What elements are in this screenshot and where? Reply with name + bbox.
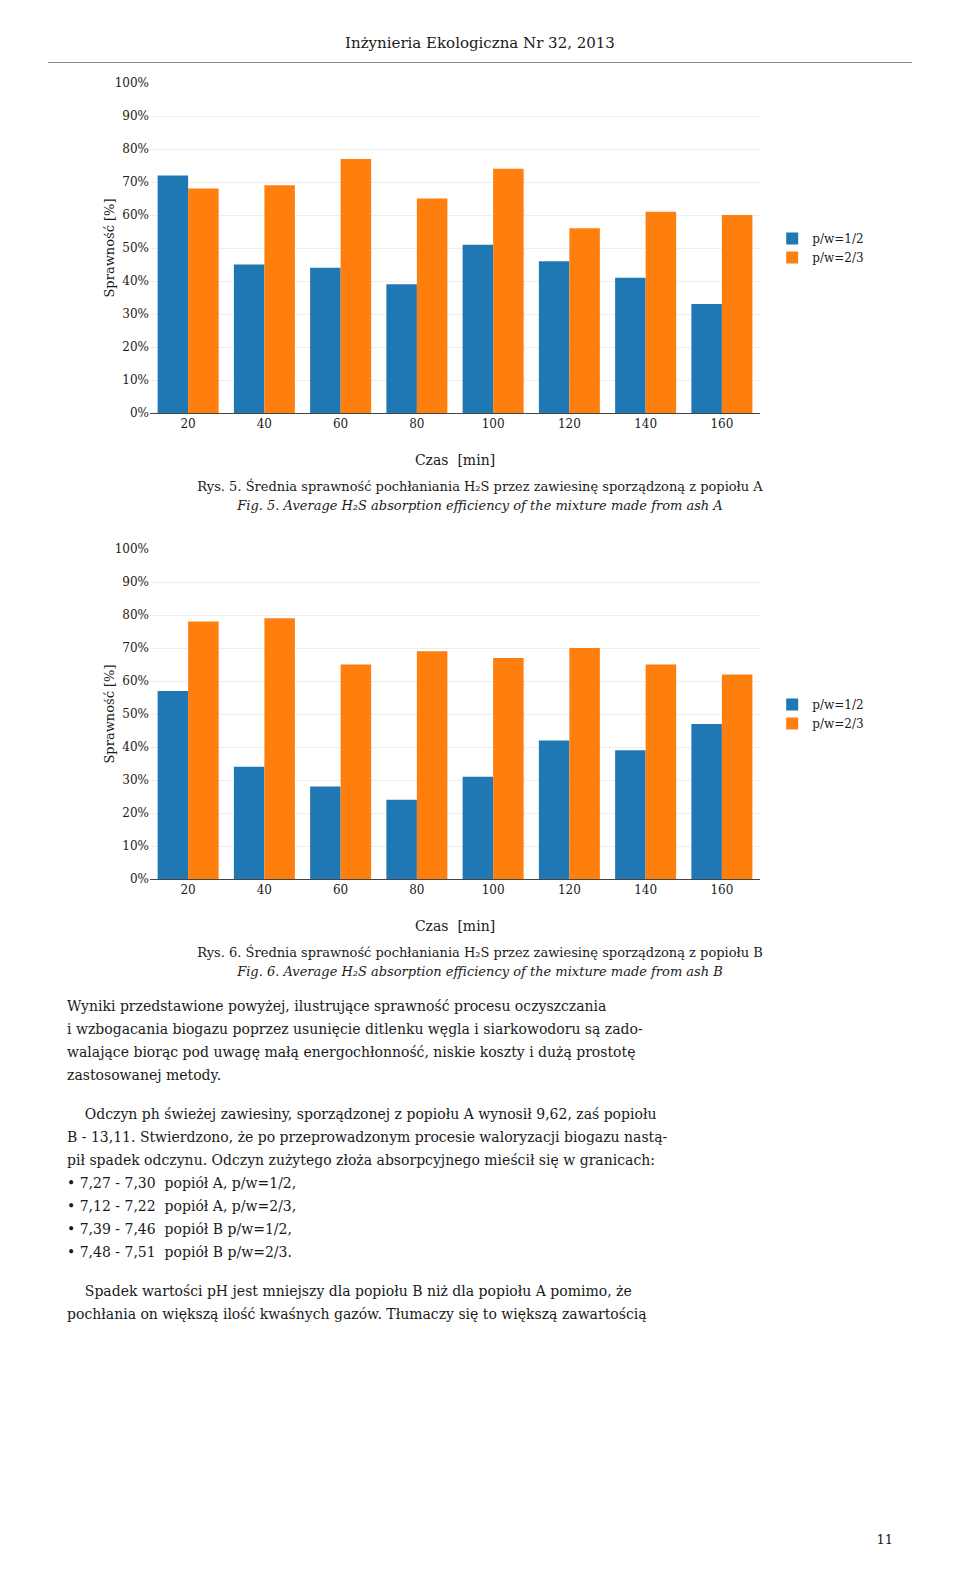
svg-text:160: 160	[710, 417, 733, 431]
svg-text:100: 100	[482, 417, 505, 431]
html-text:i wzbogacania biogazu poprzez: i wzbogacania biogazu poprzez usunięcie …	[67, 1021, 643, 1037]
svg-text:10%: 10%	[122, 839, 149, 853]
html-text:walające biorąc pod uwagę małą: walające biorąc pod uwagę małą energochł…	[67, 1044, 636, 1060]
svg-text:Czas [min]: Czas [min]	[415, 918, 495, 934]
svg-text:30%: 30%	[122, 773, 149, 787]
svg-text:Czas [min]: Czas [min]	[415, 452, 495, 468]
html-text:B - 13,11. Stwierdzono, że po: B - 13,11. Stwierdzono, że po przeprowad…	[67, 1129, 668, 1145]
svg-text:40%: 40%	[122, 274, 149, 288]
svg-text:40%: 40%	[122, 740, 149, 754]
svg-text:Sprawność [%]: Sprawność [%]	[102, 664, 117, 763]
html-text:11: 11	[876, 1532, 893, 1547]
svg-text:40: 40	[257, 417, 272, 431]
svg-text:30%: 30%	[122, 307, 149, 321]
svg-text:100%: 100%	[115, 76, 149, 90]
svg-text:20: 20	[180, 883, 195, 897]
svg-text:120: 120	[558, 417, 581, 431]
svg-text:10%: 10%	[122, 373, 149, 387]
svg-text:140: 140	[634, 417, 657, 431]
svg-text:p/w=2/3: p/w=2/3	[812, 251, 863, 265]
svg-text:140: 140	[634, 883, 657, 897]
svg-text:0%: 0%	[130, 872, 149, 886]
svg-text:80%: 80%	[122, 608, 149, 622]
html-text:Spadek wartości pH jest mniejs: Spadek wartości pH jest mniejszy dla pop…	[67, 1283, 632, 1299]
svg-text:60: 60	[333, 417, 348, 431]
svg-text:100: 100	[482, 883, 505, 897]
html-text:Rys. 6. Średnia sprawność poch: Rys. 6. Średnia sprawność pochłaniania H…	[197, 945, 763, 960]
html-text:• 7,39 - 7,46 popiół B p/w=1/2: • 7,39 - 7,46 popiół B p/w=1/2,	[67, 1221, 292, 1237]
html-text:Wyniki przedstawione powyżej,: Wyniki przedstawione powyżej, ilustrując…	[67, 998, 607, 1014]
svg-text:50%: 50%	[122, 707, 149, 721]
svg-text:120: 120	[558, 883, 581, 897]
svg-text:Sprawność [%]: Sprawność [%]	[102, 198, 117, 297]
html-text:Odczyn ph świeżej zawiesiny, s: Odczyn ph świeżej zawiesiny, sporządzone…	[67, 1106, 657, 1122]
html-text:• 7,48 - 7,51 popiół B p/w=2/3: • 7,48 - 7,51 popiół B p/w=2/3.	[67, 1244, 292, 1260]
svg-text:80: 80	[409, 883, 424, 897]
svg-text:p/w=2/3: p/w=2/3	[812, 717, 863, 731]
html-text:pił spadek odczynu. Odczyn zuż: pił spadek odczynu. Odczyn zużytego złoż…	[67, 1152, 655, 1168]
svg-text:80: 80	[409, 417, 424, 431]
html-text:Fig. 5. Average H₂S absorption: Fig. 5. Average H₂S absorption efficienc…	[237, 498, 723, 513]
svg-text:60: 60	[333, 883, 348, 897]
svg-text:90%: 90%	[122, 575, 149, 589]
svg-text:20%: 20%	[122, 340, 149, 354]
svg-text:20%: 20%	[122, 806, 149, 820]
svg-text:70%: 70%	[122, 175, 149, 189]
svg-text:60%: 60%	[122, 674, 149, 688]
html-text:Inżynieria Ekologiczna Nr 32,: Inżynieria Ekologiczna Nr 32, 2013	[345, 34, 615, 52]
html-text:zastosowanej metody.: zastosowanej metody.	[67, 1067, 222, 1083]
svg-text:p/w=1/2: p/w=1/2	[812, 232, 863, 246]
svg-text:50%: 50%	[122, 241, 149, 255]
html-text:• 7,27 - 7,30 popiół A, p/w=1/: • 7,27 - 7,30 popiół A, p/w=1/2,	[67, 1175, 297, 1191]
svg-text:20: 20	[180, 417, 195, 431]
svg-text:0%: 0%	[130, 406, 149, 420]
html-text:pochłania on większą ilość kwa: pochłania on większą ilość kwaśnych gazó…	[67, 1306, 647, 1322]
svg-text:90%: 90%	[122, 109, 149, 123]
svg-text:60%: 60%	[122, 208, 149, 222]
svg-text:p/w=1/2: p/w=1/2	[812, 698, 863, 712]
svg-text:40: 40	[257, 883, 272, 897]
html-text:Rys. 5. Średnia sprawność poch: Rys. 5. Średnia sprawność pochłaniania H…	[197, 479, 763, 494]
html-text:• 7,12 - 7,22 popiół A, p/w=2/: • 7,12 - 7,22 popiół A, p/w=2/3,	[67, 1198, 297, 1214]
svg-text:80%: 80%	[122, 142, 149, 156]
svg-text:100%: 100%	[115, 542, 149, 556]
svg-text:70%: 70%	[122, 641, 149, 655]
html-text:Fig. 6. Average H₂S absorption: Fig. 6. Average H₂S absorption efficienc…	[237, 964, 723, 979]
svg-text:160: 160	[710, 883, 733, 897]
